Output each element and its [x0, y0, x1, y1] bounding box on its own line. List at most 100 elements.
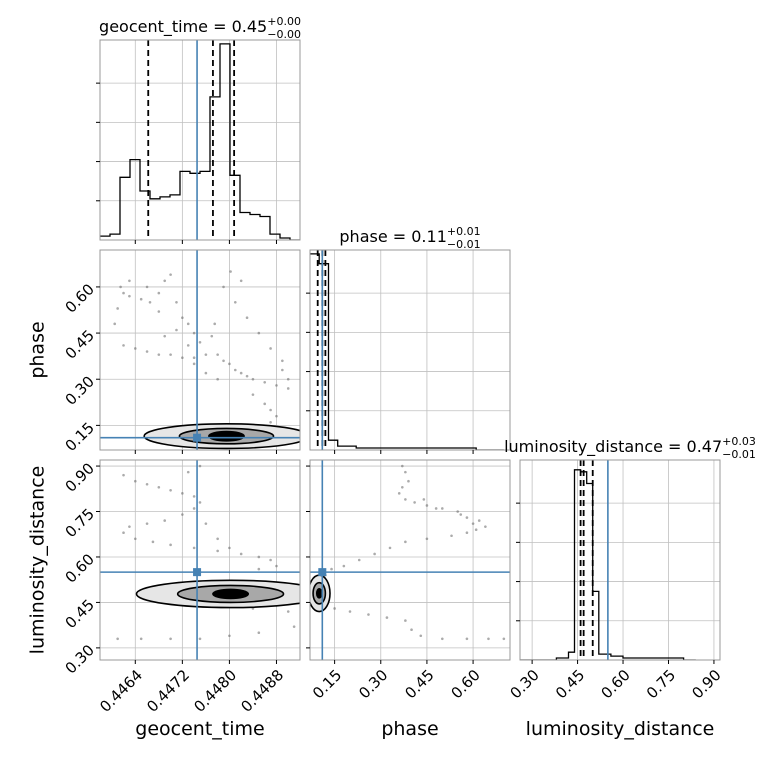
scatter-point: [204, 353, 208, 356]
scatter-point: [116, 637, 119, 641]
scatter-point: [404, 470, 407, 474]
scatter-point: [145, 285, 149, 289]
scatter-point: [502, 637, 506, 641]
scatter-point: [257, 331, 261, 335]
y-tick-label: 0.30: [62, 373, 98, 409]
title-lower-error: −0.01: [722, 448, 756, 461]
panel-frame: [99, 39, 301, 241]
scatter-point: [239, 279, 243, 283]
scatter-point: [263, 381, 267, 384]
scatter-point: [228, 546, 231, 550]
scatter-point: [401, 485, 404, 489]
scatter-point: [157, 291, 161, 295]
scatter-point: [122, 291, 125, 295]
scatter-point: [198, 637, 202, 641]
scatter-point: [233, 301, 237, 304]
scatter-point: [373, 552, 376, 556]
scatter-point: [251, 377, 255, 381]
x-tick-label: 0.45: [401, 666, 437, 702]
scatter-point: [404, 498, 407, 501]
scatter-point: [181, 492, 184, 495]
scatter-point: [198, 464, 202, 468]
scatter-point: [407, 479, 410, 483]
scatter-point: [175, 301, 178, 304]
scatter-point: [157, 310, 161, 313]
panel-title-geocent_time: geocent_time = 0.45+0.00−0.00: [99, 15, 301, 41]
scatter-point: [213, 322, 217, 326]
scatter-point: [269, 408, 272, 412]
scatter-point: [228, 362, 231, 366]
scatter-point: [422, 498, 426, 501]
scatter-point: [413, 501, 416, 504]
scatter-point: [128, 279, 131, 283]
scatter-point: [257, 567, 261, 571]
scatter-point: [239, 552, 243, 556]
scatter-point: [263, 402, 267, 406]
scatter-point: [357, 558, 361, 562]
scatter-point: [456, 510, 459, 513]
scatter-point: [145, 482, 149, 486]
scatter-point: [385, 616, 389, 619]
truth-marker: [193, 433, 202, 442]
scatter-point: [133, 347, 137, 350]
scatter-point: [228, 634, 231, 638]
title-upper-error: +0.03: [722, 435, 756, 448]
y-tick-label: 0.90: [62, 459, 98, 495]
scatter-point: [216, 377, 219, 381]
scatter-point: [245, 316, 249, 319]
scatter-point: [192, 362, 196, 366]
scatter-point: [222, 285, 225, 289]
scatter-point: [204, 522, 208, 525]
scatter-point: [169, 637, 172, 641]
scatter-point: [401, 464, 404, 468]
scatter-point: [410, 628, 413, 631]
panel-frame: [519, 459, 721, 661]
scatter-point: [163, 334, 167, 338]
scatter-point: [233, 368, 237, 372]
x-tick-label: 0.75: [643, 666, 679, 702]
scatter-point: [181, 513, 184, 516]
scatter-point: [484, 525, 487, 528]
scatter-point: [281, 368, 284, 372]
scatter-point: [348, 610, 352, 613]
y-tick-label: 0.60: [62, 280, 98, 316]
title-lower-error: −0.01: [447, 238, 481, 251]
scatter-point: [216, 549, 219, 553]
scatter-point: [245, 374, 249, 378]
panel-title: phase = 0.11+0.01: [339, 225, 480, 246]
panel-title-luminosity_distance: luminosity_distance = 0.47+0.03−0.01: [504, 435, 756, 461]
scatter-point: [471, 522, 475, 525]
scatter-point: [204, 371, 208, 375]
truth-marker: [318, 568, 327, 577]
scatter-point: [465, 637, 469, 641]
scatter-point: [342, 564, 346, 568]
histogram-luminosity_distance: [520, 469, 696, 660]
scatter-point: [116, 307, 119, 310]
scatter-point: [419, 634, 423, 638]
x-tick-label: 0.60: [447, 666, 483, 702]
x-tick-label: 0.60: [597, 666, 633, 702]
scatter-point: [441, 637, 444, 641]
histogram-step-phase: [310, 253, 504, 450]
scatter-point: [122, 473, 125, 477]
scatter-point: [222, 359, 225, 363]
scatter-point: [186, 344, 190, 347]
scatter-point: [145, 522, 149, 525]
scatter-point: [229, 270, 232, 273]
scatter-point: [257, 555, 261, 559]
density-panel-luminosity_distance_vs_geocent_time: [116, 464, 300, 641]
scatter-point: [163, 279, 167, 283]
scatter-point: [441, 507, 444, 510]
scatter-point: [465, 531, 469, 535]
scatter-point: [133, 537, 137, 541]
histogram-phase: [310, 253, 504, 450]
x-tick-label: 0.15: [309, 666, 345, 702]
histogram-geocent_time: [100, 43, 300, 240]
title-main: geocent_time = 0.45: [99, 17, 267, 37]
scatter-point: [175, 328, 178, 332]
y-axis-label: phase: [27, 321, 49, 378]
panel-title: geocent_time = 0.45+0.00: [99, 15, 301, 37]
scatter-point: [275, 384, 278, 387]
panel-title: luminosity_distance = 0.47+0.03: [504, 435, 756, 457]
